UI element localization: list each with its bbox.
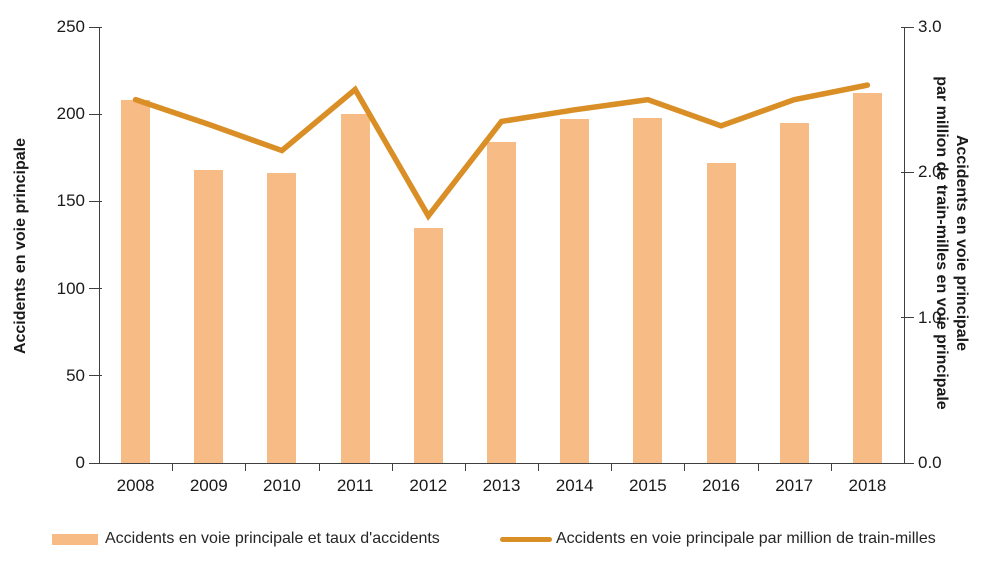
x-axis-tick	[318, 464, 320, 471]
left-axis-title: Accidents en voie principale	[12, 137, 29, 355]
bar-2014	[560, 119, 590, 463]
right-axis-tick-label: 1.0	[918, 307, 942, 327]
legend: Accidents en voie principale et taux d'a…	[0, 527, 1000, 557]
x-axis-label: 2015	[628, 476, 667, 495]
bar-2017	[779, 122, 809, 463]
x-axis-tick	[538, 464, 540, 471]
x-axis-label: 2009	[189, 476, 228, 495]
bar-2010	[267, 173, 297, 463]
x-axis-label: 2013	[482, 476, 521, 495]
right-axis-tick	[901, 462, 914, 464]
right-axis-tick	[901, 317, 914, 319]
x-axis-tick	[245, 464, 247, 471]
x-axis-tick	[757, 464, 759, 471]
bar-2018	[852, 93, 882, 463]
left-axis-tick-label: 0	[75, 453, 85, 472]
x-axis-label: 2018	[848, 476, 887, 495]
bar-2013	[487, 142, 516, 463]
x-axis-tick	[464, 464, 466, 471]
left-axis-tick-label: 100	[56, 278, 85, 298]
x-axis-line	[99, 463, 905, 464]
right-axis-tick-label: 0.0	[918, 453, 942, 472]
x-axis-label: 2017	[775, 476, 814, 495]
right-axis-title: Accidents en voie principale par million…	[931, 18, 971, 468]
bar-2008	[121, 100, 151, 463]
left-axis-tick-label: 200	[56, 104, 85, 124]
left-axis-tick-label: 150	[56, 191, 85, 211]
left-axis-line	[99, 27, 100, 464]
legend-label-bars: Accidents en voie principale et taux d'a…	[105, 530, 440, 547]
left-axis-tick	[89, 462, 102, 464]
left-axis-tick-label: 50	[66, 365, 85, 385]
x-axis-tick	[391, 464, 393, 471]
left-axis-tick	[89, 113, 102, 115]
bar-2015	[633, 117, 663, 463]
left-axis-tick	[89, 200, 102, 202]
x-axis-label: 2014	[555, 476, 594, 495]
x-axis-tick	[684, 464, 686, 471]
right-axis-tick-label: 3.0	[918, 17, 942, 36]
x-axis-label: 2010	[263, 476, 301, 495]
bar-2012	[413, 227, 443, 463]
left-axis-tick	[89, 375, 102, 377]
x-axis-tick	[611, 464, 613, 471]
bar-2011	[340, 114, 370, 463]
right-axis-tick	[901, 26, 914, 28]
left-axis-tick	[89, 288, 102, 290]
x-axis-label: 2008	[116, 476, 155, 495]
x-axis-tick	[172, 464, 174, 471]
legend-item-line: Accidents en voie principale par million…	[500, 530, 936, 548]
x-axis-label: 2012	[409, 476, 448, 495]
line-swatch	[500, 536, 552, 542]
left-axis-tick-label: 250	[56, 17, 85, 36]
x-axis-label: 2016	[702, 476, 740, 495]
x-axis-tick	[830, 464, 832, 471]
right-axis-title-line1: Accidents en voie principale	[953, 134, 970, 352]
x-axis-label: 2011	[336, 476, 374, 495]
bar-2009	[194, 170, 224, 463]
bar-swatch	[52, 533, 98, 545]
bar-2016	[706, 163, 736, 463]
right-axis-title-line2: par million de train-milles en voie prin…	[933, 76, 950, 410]
left-axis-tick	[89, 26, 102, 28]
right-axis-tick	[901, 171, 914, 173]
legend-item-bars: Accidents en voie principale et taux d'a…	[52, 530, 440, 548]
right-axis-tick-label: 2.0	[918, 162, 942, 182]
right-axis-line	[904, 27, 905, 464]
legend-label-line: Accidents en voie principale par million…	[556, 530, 936, 547]
